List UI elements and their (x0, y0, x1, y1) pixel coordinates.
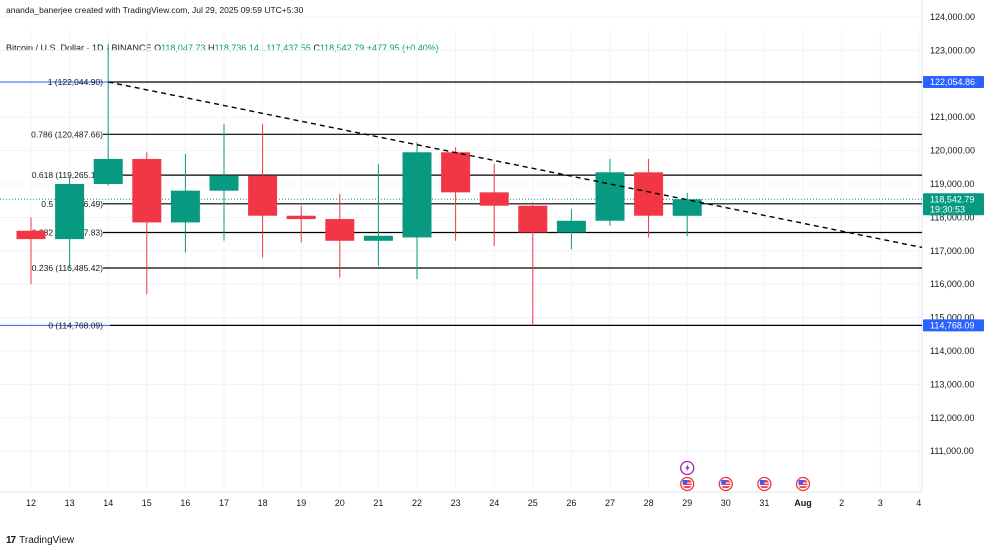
candle-body[interactable] (518, 205, 548, 233)
flag-canton (682, 480, 688, 484)
high-value: 118,736.14 (214, 43, 259, 53)
tradingview-brand[interactable]: 17 TradingView (6, 535, 74, 546)
candle-body[interactable] (479, 192, 509, 206)
flag-stripe-white (798, 485, 808, 487)
flag-canton (798, 480, 803, 484)
price-badge-label: 122,054.86 (930, 77, 975, 87)
candle-body[interactable] (93, 158, 123, 184)
x-tick-label: 3 (878, 498, 883, 508)
close-value: 118,542.79 (319, 43, 365, 53)
x-tick-label: 27 (605, 498, 615, 508)
flag-stripe-white (682, 485, 692, 487)
change-value: +477.95 (+0.40%) (366, 43, 439, 53)
x-tick-label: 21 (373, 498, 383, 508)
x-tick-label: 26 (566, 498, 576, 508)
y-tick-label: 115,000.00 (930, 313, 974, 323)
price-badge (923, 319, 984, 332)
x-tick-label: 15 (142, 498, 152, 508)
candle-body[interactable] (402, 152, 432, 238)
x-tick-label: 16 (180, 498, 190, 508)
y-tick-label: 123,000.00 (930, 45, 975, 55)
price-badge (923, 75, 984, 88)
x-tick-label: 14 (103, 498, 113, 508)
author-credit: ananda_banerjee created with TradingView… (6, 5, 304, 15)
fib-level-label: 0 (114,768.09) (48, 320, 103, 330)
low-value: 117,437.55 (266, 43, 311, 53)
flag-canton (721, 480, 726, 484)
candle-body[interactable] (556, 220, 586, 233)
symbol-legend: Bitcoin / U.S. Dollar · 1D · BINANCE O11… (6, 43, 439, 53)
x-tick-label: 13 (65, 498, 75, 508)
y-tick-label: 119,000.00 (930, 179, 974, 189)
fib-level-label: 1 (122,044.90) (48, 77, 103, 87)
candle-body[interactable] (248, 175, 278, 216)
candle-body[interactable] (441, 152, 471, 193)
candle-body[interactable] (672, 199, 702, 216)
open-key: O (154, 43, 162, 53)
brand-name: TradingView (19, 535, 75, 546)
y-tick-label: 112,000.00 (930, 413, 974, 423)
x-tick-label: 20 (335, 498, 345, 508)
x-tick-label: 29 (682, 498, 692, 508)
candle-body[interactable] (55, 184, 85, 240)
candle-body[interactable] (325, 219, 355, 241)
flag-canton (759, 480, 765, 484)
y-tick-label: 114,000.00 (930, 346, 974, 356)
fib-level-label: 0.236 (116,485.42) (32, 263, 103, 273)
x-tick-label: 17 (219, 498, 229, 508)
low-key: L (261, 43, 267, 53)
x-tick-label: 22 (412, 498, 422, 508)
candle-body[interactable] (209, 175, 239, 191)
x-tick-label: 25 (528, 498, 538, 508)
candle-body[interactable] (16, 230, 46, 240)
symbol-name[interactable]: Bitcoin / U.S. Dollar · 1D · BINANCE (6, 43, 152, 53)
x-tick-label: Aug (794, 498, 812, 508)
candle-body[interactable] (286, 215, 316, 220)
close-key: C (313, 43, 320, 53)
x-tick-label: 2 (839, 498, 844, 508)
x-tick-label: 30 (721, 498, 731, 508)
candle-body[interactable] (363, 235, 393, 241)
open-value: 118,047.73 (161, 43, 206, 53)
y-tick-label: 121,000.00 (930, 112, 975, 122)
candle-body[interactable] (132, 158, 162, 223)
x-tick-label: 18 (258, 498, 268, 508)
price-badge-label: 118,542.79 (930, 194, 974, 204)
x-tick-label: 31 (759, 498, 769, 508)
candle-body[interactable] (170, 190, 200, 223)
x-tick-label: 24 (489, 498, 499, 508)
trend-line[interactable] (108, 81, 923, 249)
lightning-glyph (685, 464, 690, 472)
y-tick-label: 117,000.00 (930, 246, 974, 256)
x-tick-label: 19 (296, 498, 306, 508)
y-tick-label: 124,000.00 (930, 12, 975, 22)
candle-body[interactable] (595, 172, 625, 221)
tradingview-logo-icon: 17 (6, 535, 16, 546)
high-key: H (207, 43, 215, 53)
price-badge-label: 114,768.09 (930, 320, 974, 330)
flag-stripe-white (759, 485, 769, 487)
flag-stripe-white (721, 485, 731, 487)
y-tick-label: 111,000.00 (930, 446, 974, 456)
fib-level-label: 0.618 (119,265.16) (32, 170, 103, 180)
y-tick-label: 118,000.00 (930, 212, 974, 222)
price-badge (923, 193, 984, 216)
x-tick-label: 23 (451, 498, 461, 508)
fib-level-label: 0.786 (120,487.66) (31, 129, 103, 139)
x-tick-label: 12 (26, 498, 36, 508)
x-tick-label: 28 (644, 498, 654, 508)
countdown-label: 19:30:53 (930, 204, 965, 214)
x-tick-label: 4 (916, 498, 921, 508)
y-tick-label: 120,000.00 (930, 146, 975, 156)
y-tick-label: 113,000.00 (930, 379, 974, 389)
y-tick-label: 116,000.00 (930, 279, 974, 289)
